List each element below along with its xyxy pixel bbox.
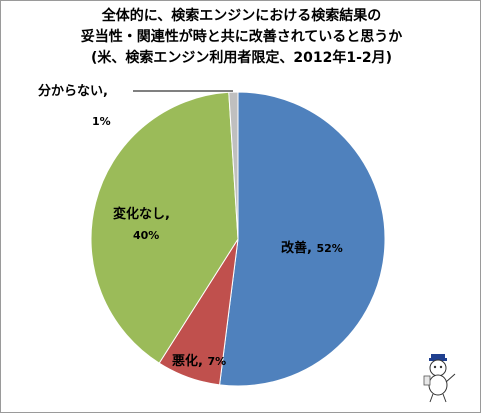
label-nochange-sep: , xyxy=(165,207,170,222)
label-worse-value: 7% xyxy=(207,355,226,368)
label-improved: 改善, 52% xyxy=(281,240,343,256)
slice-improved xyxy=(219,91,386,387)
mascot-icon xyxy=(423,354,456,403)
label-worse: 悪化, 7% xyxy=(172,353,226,369)
pie-slices xyxy=(90,91,386,387)
label-improved-value: 52% xyxy=(316,242,342,255)
label-nochange-name: 変化なし xyxy=(113,206,165,222)
label-nochange: 変化なし, xyxy=(113,206,170,222)
label-worse-name: 悪化 xyxy=(172,353,198,369)
slice-unknown xyxy=(228,91,239,240)
label-unknown-sep: , xyxy=(103,84,108,99)
title-line-3: (米、検索エンジン利用者限定、2012年1-2月) xyxy=(90,50,393,66)
label-improved-name: 改善 xyxy=(281,240,307,256)
label-unknown-name: 分からない xyxy=(38,83,103,99)
chart-title: 全体的に、検索エンジンにおける検索結果の 妥当性・関連性が時と共に改善されている… xyxy=(0,6,483,69)
label-worse-sep: , xyxy=(198,354,207,369)
title-line-1: 全体的に、検索エンジンにおける検索結果の xyxy=(101,8,382,24)
title-line-2: 妥当性・関連性が時と共に改善されていると思うか xyxy=(80,29,403,45)
label-nochange-value: 40% xyxy=(133,229,159,242)
label-unknown-value: 1% xyxy=(92,115,111,128)
label-unknown: 分からない, xyxy=(38,83,108,99)
slice-nochange xyxy=(90,91,239,364)
label-improved-sep: , xyxy=(307,241,316,256)
